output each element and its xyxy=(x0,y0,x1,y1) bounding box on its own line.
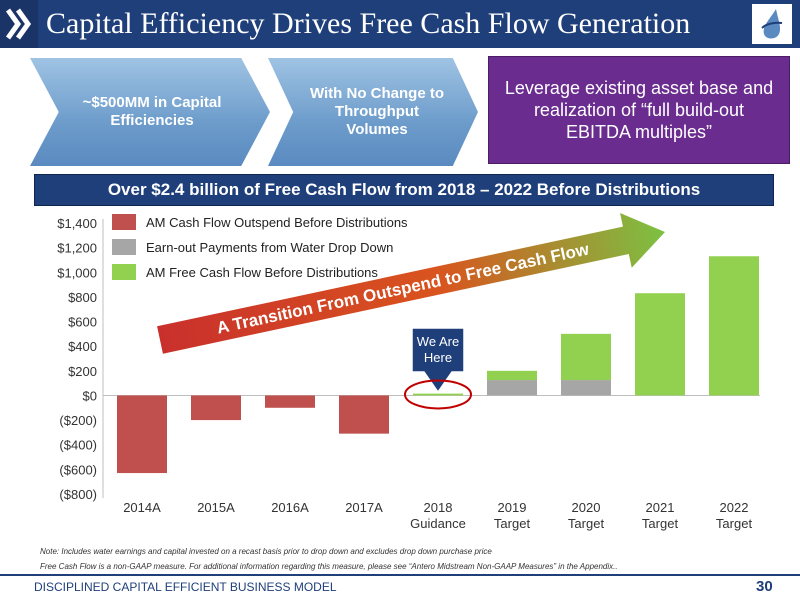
bar xyxy=(561,333,611,381)
legend-label: AM Cash Flow Outspend Before Distributio… xyxy=(146,215,408,230)
leverage-box: Leverage existing asset base and realiza… xyxy=(488,56,790,164)
water-drop-logo-icon xyxy=(752,4,792,44)
legend-swatch xyxy=(112,239,136,255)
footer-divider xyxy=(0,574,800,576)
x-tick-label: Target xyxy=(494,516,531,531)
x-tick-label: Target xyxy=(568,516,605,531)
x-tick-label: 2021 xyxy=(646,500,675,515)
y-tick-label: $600 xyxy=(68,315,97,330)
y-tick-label: $400 xyxy=(68,339,97,354)
x-tick-label: 2022 xyxy=(720,500,749,515)
y-tick-label: ($200) xyxy=(59,413,97,428)
x-tick-label: Target xyxy=(716,516,753,531)
y-tick-label: ($400) xyxy=(59,438,97,453)
x-tick-label: 2019 xyxy=(498,500,527,515)
x-tick-label: Target xyxy=(642,516,679,531)
callout-line-1: We Are xyxy=(417,334,459,349)
chevron-icon xyxy=(0,0,38,48)
we-are-here-callout xyxy=(411,327,465,394)
bar xyxy=(561,380,611,396)
y-tick-label: $800 xyxy=(68,290,97,305)
legend-label: AM Free Cash Flow Before Distributions xyxy=(146,265,378,280)
bar xyxy=(265,395,315,408)
bar xyxy=(339,395,389,434)
capital-efficiency-arrow: ~$500MM in Capital Efficiencies xyxy=(30,58,270,166)
bar xyxy=(487,380,537,396)
legend-label: Earn-out Payments from Water Drop Down xyxy=(146,240,393,255)
highlight-ellipse xyxy=(404,379,472,410)
y-tick-label: $1,200 xyxy=(57,241,97,256)
x-tick-label: 2016A xyxy=(271,500,309,515)
page-number: 30 xyxy=(756,578,773,595)
y-tick-label: $1,400 xyxy=(57,216,97,231)
footnote-non-gaap: Free Cash Flow is a non-GAAP measure. Fo… xyxy=(40,562,618,571)
y-tick-label: ($600) xyxy=(59,462,97,477)
capital-efficiency-text: ~$500MM in Capital Efficiencies xyxy=(82,94,222,129)
legend-swatch xyxy=(112,264,136,280)
legend-swatch xyxy=(112,214,136,230)
throughput-text: With No Change to Throughput Volumes xyxy=(309,85,444,138)
page-title: Capital Efficiency Drives Free Cash Flow… xyxy=(46,7,691,40)
y-tick-label: $0 xyxy=(83,388,97,403)
free-cash-flow-banner: Over $2.4 billion of Free Cash Flow from… xyxy=(34,174,774,206)
x-tick-label: 2017A xyxy=(345,500,383,515)
footnotes: Note: Includes water earnings and capita… xyxy=(40,544,780,574)
x-tick-label: 2018 xyxy=(424,500,453,515)
bar xyxy=(487,370,537,381)
bar xyxy=(413,393,463,396)
x-tick-label: 2014A xyxy=(123,500,161,515)
x-tick-label: 2015A xyxy=(197,500,235,515)
header-bar: Capital Efficiency Drives Free Cash Flow… xyxy=(0,0,800,48)
bar xyxy=(709,256,759,396)
footnote-recast: Note: Includes water earnings and capita… xyxy=(40,547,492,556)
callout-line-2: Here xyxy=(424,350,452,365)
bar xyxy=(191,395,241,421)
footer-tagline: DISCIPLINED CAPITAL EFFICIENT BUSINESS M… xyxy=(34,580,337,594)
x-tick-label: 2020 xyxy=(572,500,601,515)
free-cash-flow-chart: $1,400 $1,200 $1,000 $800 $600 $400 $200 $0 ($20… xyxy=(57,212,760,531)
bar xyxy=(117,395,167,474)
transition-arrow-shape xyxy=(157,212,666,354)
leverage-text: Leverage existing asset base and realiza… xyxy=(504,78,774,142)
throughput-arrow: With No Change to Throughput Volumes xyxy=(268,58,478,166)
y-tick-label: $200 xyxy=(68,364,97,379)
y-tick-label: $1,000 xyxy=(57,265,97,280)
y-tick-label: ($800) xyxy=(59,487,97,502)
x-tick-label: Guidance xyxy=(410,516,466,531)
bar xyxy=(635,293,685,396)
